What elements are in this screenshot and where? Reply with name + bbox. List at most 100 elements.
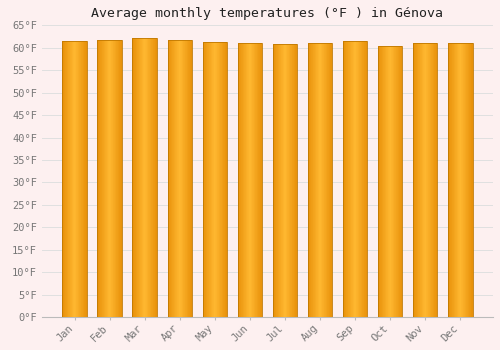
Bar: [148, 38, 149, 317]
Bar: [323, 43, 324, 317]
Bar: [352, 41, 353, 317]
Bar: [256, 43, 258, 317]
Bar: [420, 43, 421, 317]
Bar: [293, 44, 294, 317]
Bar: [221, 42, 222, 317]
Bar: [220, 42, 221, 317]
Bar: [176, 40, 178, 317]
Bar: [294, 44, 295, 317]
Bar: [343, 41, 344, 317]
Bar: [64, 41, 65, 317]
Bar: [449, 43, 450, 317]
Bar: [138, 38, 139, 317]
Bar: [154, 38, 155, 317]
Bar: [210, 42, 211, 317]
Bar: [343, 41, 367, 317]
Bar: [132, 38, 157, 317]
Bar: [355, 41, 356, 317]
Bar: [180, 40, 181, 317]
Bar: [188, 40, 189, 317]
Bar: [310, 43, 311, 317]
Bar: [379, 46, 380, 317]
Bar: [385, 46, 386, 317]
Bar: [68, 41, 69, 317]
Bar: [415, 43, 416, 317]
Bar: [202, 42, 227, 317]
Bar: [102, 40, 103, 317]
Bar: [433, 43, 434, 317]
Bar: [391, 46, 392, 317]
Bar: [413, 43, 414, 317]
Bar: [175, 40, 176, 317]
Bar: [384, 46, 385, 317]
Bar: [311, 43, 312, 317]
Bar: [387, 46, 388, 317]
Bar: [253, 43, 254, 317]
Bar: [219, 42, 220, 317]
Bar: [460, 43, 461, 317]
Bar: [77, 41, 78, 317]
Bar: [104, 40, 106, 317]
Bar: [245, 43, 246, 317]
Bar: [275, 44, 276, 317]
Bar: [428, 43, 429, 317]
Bar: [418, 43, 419, 317]
Bar: [98, 40, 99, 317]
Bar: [109, 40, 110, 317]
Bar: [80, 41, 82, 317]
Bar: [85, 41, 86, 317]
Bar: [66, 41, 67, 317]
Bar: [451, 43, 452, 317]
Bar: [112, 40, 114, 317]
Bar: [168, 40, 170, 317]
Bar: [143, 38, 144, 317]
Bar: [74, 41, 75, 317]
Bar: [326, 43, 327, 317]
Bar: [258, 43, 259, 317]
Bar: [424, 43, 425, 317]
Bar: [393, 46, 394, 317]
Bar: [465, 43, 466, 317]
Bar: [362, 41, 363, 317]
Bar: [243, 43, 244, 317]
Bar: [181, 40, 182, 317]
Bar: [272, 44, 274, 317]
Bar: [314, 43, 315, 317]
Bar: [115, 40, 116, 317]
Bar: [207, 42, 208, 317]
Bar: [191, 40, 192, 317]
Bar: [173, 40, 174, 317]
Bar: [324, 43, 325, 317]
Bar: [187, 40, 188, 317]
Bar: [435, 43, 436, 317]
Bar: [401, 46, 402, 317]
Bar: [318, 43, 319, 317]
Bar: [134, 38, 135, 317]
Bar: [149, 38, 150, 317]
Bar: [423, 43, 424, 317]
Bar: [330, 43, 331, 317]
Bar: [464, 43, 465, 317]
Bar: [184, 40, 186, 317]
Bar: [183, 40, 184, 317]
Bar: [469, 43, 470, 317]
Bar: [450, 43, 451, 317]
Bar: [317, 43, 318, 317]
Bar: [316, 43, 317, 317]
Bar: [114, 40, 115, 317]
Bar: [75, 41, 76, 317]
Bar: [224, 42, 226, 317]
Bar: [274, 44, 275, 317]
Bar: [397, 46, 398, 317]
Bar: [414, 43, 415, 317]
Bar: [349, 41, 350, 317]
Bar: [86, 41, 87, 317]
Bar: [386, 46, 387, 317]
Bar: [244, 43, 245, 317]
Bar: [363, 41, 364, 317]
Bar: [202, 42, 203, 317]
Bar: [238, 43, 239, 317]
Bar: [84, 41, 85, 317]
Bar: [206, 42, 207, 317]
Bar: [189, 40, 190, 317]
